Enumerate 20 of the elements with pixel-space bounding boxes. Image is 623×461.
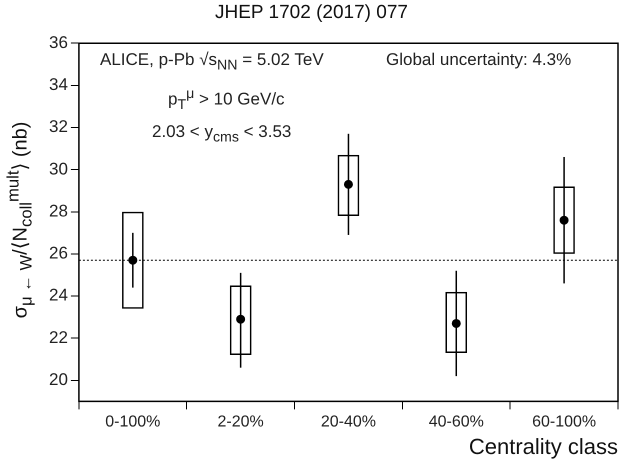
x-tick-label: 0-100% <box>105 413 160 430</box>
y-tick-label: 20 <box>48 370 68 390</box>
x-tick-label: 2-20% <box>218 413 264 430</box>
y-tick-label: 34 <box>48 75 68 94</box>
chart-title: JHEP 1702 (2017) 077 <box>214 2 409 24</box>
annotation: ALICE, p-Pb √s$_{NN}$ = 5.02 TeV <box>100 50 324 74</box>
annotation: p$_{T}$$^{μ}$ > 10 GeV/c <box>168 86 285 114</box>
x-tick-label: 40-60% <box>428 413 484 430</box>
y-tick-label: 32 <box>48 117 68 136</box>
x-tick-label: 20-40% <box>320 413 376 430</box>
y-tick-label: 36 <box>48 32 68 52</box>
annotation: Global uncertainty: 4.3% <box>386 50 572 70</box>
x-tick-label: 60-100% <box>532 413 596 430</box>
y-tick-label: 26 <box>48 244 68 263</box>
annotation: 2.03 < y$_{cms}$ < 3.53 <box>152 122 292 146</box>
x-axis-title: Centrality class <box>468 434 618 459</box>
y-tick-label: 30 <box>48 159 68 178</box>
y-tick-label: 24 <box>48 286 68 305</box>
y-tick-label: 22 <box>48 328 68 347</box>
y-tick-label: 28 <box>48 201 68 220</box>
